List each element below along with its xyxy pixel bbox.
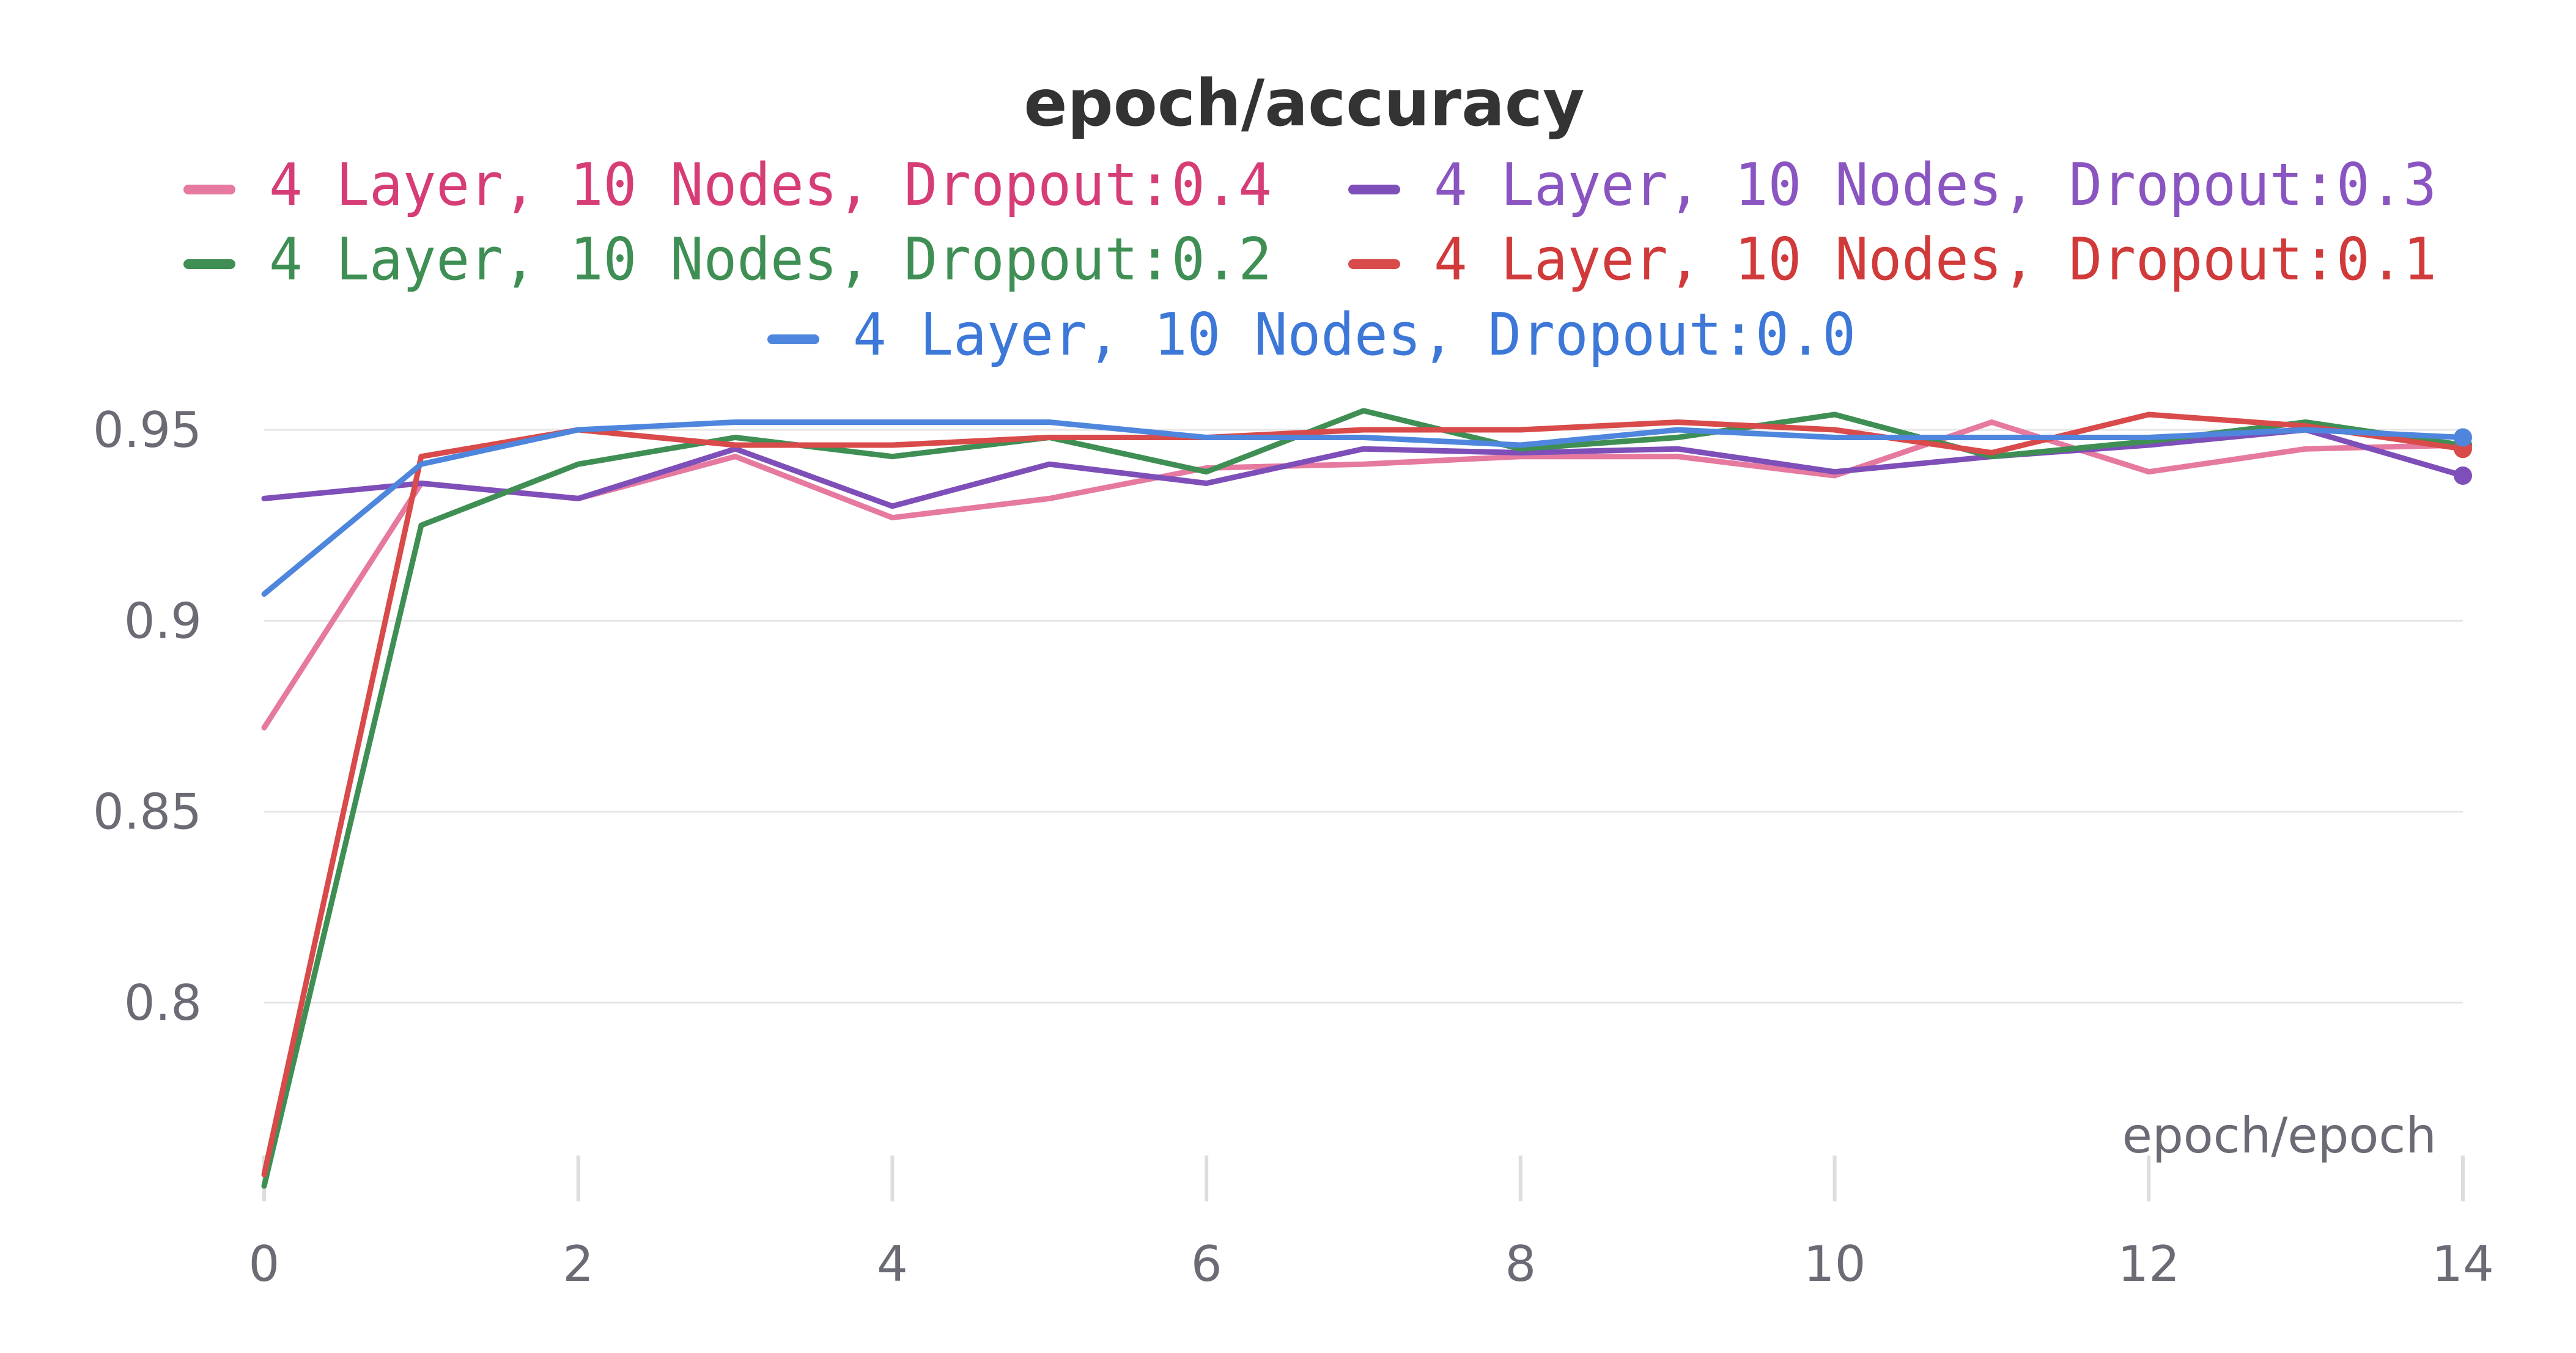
series-line-2 (261, 408, 2466, 1189)
legend-label: 4 Layer, 10 Nodes, Dropout:0.1 (1434, 226, 2437, 293)
y-tick-label: 0.95 (93, 402, 202, 459)
x-tick-label: 10 (1804, 1236, 1866, 1292)
chart-grid (264, 429, 2463, 1004)
legend-item-4: 4 Layer, 10 Nodes, Dropout:0.0 (767, 301, 1856, 369)
x-tick-label: 4 (877, 1236, 908, 1292)
legend-swatch (767, 334, 819, 344)
y-axis: 0.8 0.85 0.9 0.95 (93, 402, 202, 1031)
chart-legend: 4 Layer, 10 Nodes, Dropout:0.4 4 Layer, 1… (183, 152, 2437, 369)
x-tick-label: 14 (2432, 1236, 2494, 1292)
x-axis-label: epoch/epoch (2122, 1107, 2437, 1164)
legend-item-1: 4 Layer, 10 Nodes, Dropout:0.3 (1348, 152, 2437, 219)
legend-swatch (183, 185, 235, 194)
legend-swatch (1348, 185, 1400, 194)
series-lines (261, 408, 2466, 1189)
series-end-dot-1 (2454, 466, 2472, 485)
legend-item-3: 4 Layer, 10 Nodes, Dropout:0.1 (1348, 226, 2437, 293)
series-line-4 (261, 419, 2466, 597)
series-end-points (2454, 428, 2472, 485)
x-tick-label: 12 (2117, 1236, 2180, 1292)
x-tick-label: 6 (1191, 1236, 1222, 1292)
legend-item-0: 4 Layer, 10 Nodes, Dropout:0.4 (183, 152, 1272, 219)
series-line-0 (261, 419, 2466, 731)
legend-item-2: 4 Layer, 10 Nodes, Dropout:0.2 (183, 226, 1272, 293)
y-tick-label: 0.9 (124, 592, 202, 649)
legend-label: 4 Layer, 10 Nodes, Dropout:0.0 (853, 301, 1856, 369)
x-tick-label: 2 (563, 1236, 594, 1292)
legend-label: 4 Layer, 10 Nodes, Dropout:0.4 (269, 152, 1272, 219)
y-tick-label: 0.8 (124, 975, 202, 1031)
legend-label: 4 Layer, 10 Nodes, Dropout:0.2 (269, 226, 1272, 293)
y-tick-label: 0.85 (93, 784, 202, 841)
legend-swatch (183, 259, 235, 269)
series-line-3 (261, 411, 2466, 1178)
x-tick-label: 8 (1505, 1236, 1536, 1292)
series-end-dot-4 (2454, 428, 2472, 447)
legend-swatch (1348, 259, 1400, 269)
chart-title: epoch/accuracy (1024, 66, 1584, 141)
legend-label: 4 Layer, 10 Nodes, Dropout:0.3 (1434, 152, 2437, 219)
x-axis: 0 2 4 6 8 10 12 14 (249, 1156, 2494, 1292)
x-tick-label: 0 (249, 1236, 280, 1292)
